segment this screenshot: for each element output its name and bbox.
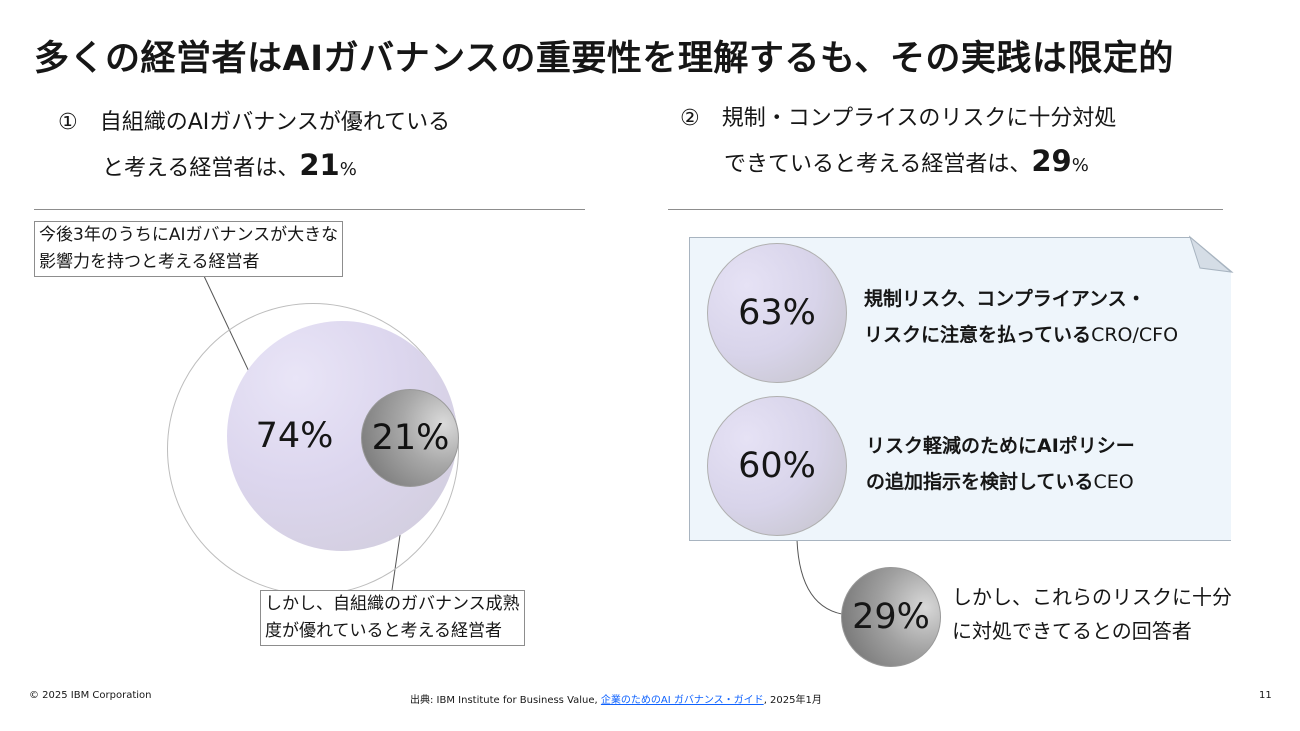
left-stat-unit: % xyxy=(339,159,357,180)
item-1-role: CRO/CFO xyxy=(1091,324,1179,346)
circle-21-label: 21% xyxy=(371,418,450,458)
page-title: 多くの経営者はAIガバナンスの重要性を理解するも、その実践は限定的 xyxy=(34,39,1174,79)
right-stat-prefix: できていると考える経営者は、 xyxy=(680,152,1032,177)
circle-21: 21% xyxy=(361,389,459,487)
right-stat-line2: できていると考える経営者は、29% xyxy=(680,142,1089,185)
source-prefix: 出典: IBM Institute for Business Value, xyxy=(410,695,601,706)
item-2-text: リスク軽減のためにAIポリシー の追加指示を検討しているCEO xyxy=(866,428,1135,500)
circle-60: 60% xyxy=(707,396,847,536)
callout-top-line2: 影響力を持つと考える経営者 xyxy=(39,252,260,272)
source-link[interactable]: 企業のためのAI ガバナンス・ガイド xyxy=(600,695,764,706)
right-stat-number: 29 xyxy=(1031,144,1072,178)
circle-63: 63% xyxy=(707,243,847,383)
circle-60-label: 60% xyxy=(738,446,816,486)
left-stat-prefix: と考える経営者は、 xyxy=(58,156,300,181)
source-suffix: , 2025年1月 xyxy=(763,695,822,706)
right-divider xyxy=(668,209,1223,210)
item-2-line1: リスク軽減のためにAIポリシー xyxy=(866,435,1135,457)
left-stat-line1: ① 自組織のAIガバナンスが優れている xyxy=(58,110,451,135)
callout-top-line1: 今後3年のうちにAIガバナンスが大きな xyxy=(39,225,339,245)
circle-74-label: 74% xyxy=(255,416,334,456)
item-1-text: 規制リスク、コンプライアンス・ リスクに注意を払っているCRO/CFO xyxy=(864,281,1178,353)
final-line1: しかし、これらのリスクに十分 xyxy=(952,585,1232,609)
item-2-line2: の追加指示を検討しているCEO xyxy=(866,471,1134,493)
circle-29: 29% xyxy=(841,567,941,667)
page-number: 11 xyxy=(1259,690,1272,701)
circle-29-label: 29% xyxy=(852,597,930,637)
left-stat-line2: と考える経営者は、21% xyxy=(58,146,357,189)
left-divider xyxy=(34,209,585,210)
source-citation: 出典: IBM Institute for Business Value, 企業… xyxy=(410,691,822,706)
copyright: © 2025 IBM Corporation xyxy=(29,690,152,701)
circle-74: 74% xyxy=(227,321,457,551)
callout-bottom-line2: 度が優れていると考える経営者 xyxy=(265,621,502,641)
item-1-line2: リスクに注意を払っているCRO/CFO xyxy=(864,324,1179,346)
callout-bottom-line1: しかし、自組織のガバナンス成熟 xyxy=(265,594,520,614)
right-stat-unit: % xyxy=(1071,155,1089,176)
item-2-role: CEO xyxy=(1093,471,1134,493)
right-stat-line1: ② 規制・コンプライスのリスクに十分対処 xyxy=(680,106,1117,131)
item-1-line1: 規制リスク、コンプライアンス・ xyxy=(864,288,1146,310)
final-text: しかし、これらのリスクに十分 に対処できてるとの回答者 xyxy=(952,580,1232,648)
final-line2: に対処できてるとの回答者 xyxy=(952,619,1192,643)
circle-63-label: 63% xyxy=(738,293,816,333)
callout-top: 今後3年のうちにAIガバナンスが大きな 影響力を持つと考える経営者 xyxy=(34,221,344,277)
left-stat-number: 21 xyxy=(299,148,340,182)
callout-bottom: しかし、自組織のガバナンス成熟 度が優れていると考える経営者 xyxy=(260,590,525,646)
